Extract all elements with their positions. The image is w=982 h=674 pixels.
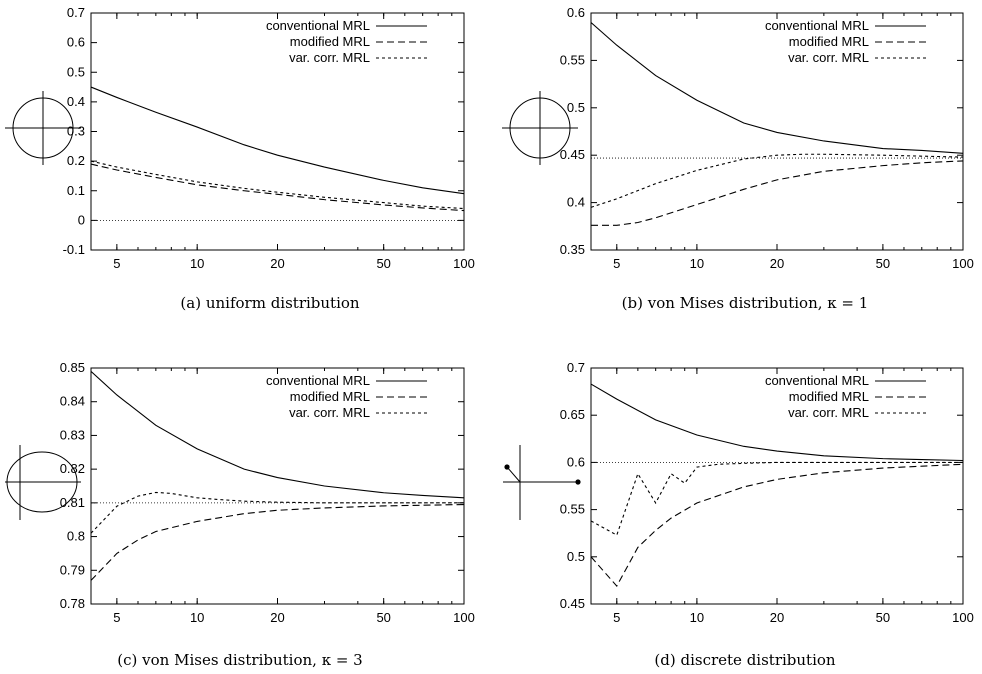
- series-line-conventional-mrl: [90, 86, 465, 195]
- y-tick-label: 0.8: [67, 529, 85, 544]
- y-tick-label: 0.55: [560, 52, 585, 67]
- inset-icon-circle-with-cross: [502, 91, 578, 165]
- plot-frame: [90, 367, 465, 605]
- series-line-var-corr-mrl: [90, 491, 464, 534]
- x-tick-label: 20: [270, 610, 284, 625]
- x-tick-label: 50: [376, 256, 390, 271]
- x-tick-label: 100: [453, 610, 475, 625]
- y-tick-label: 0.85: [60, 360, 85, 375]
- plot-frame: [590, 12, 964, 251]
- y-tick-label: 0.65: [560, 407, 585, 422]
- legend-label-modified-mrl: modified MRL: [789, 389, 869, 404]
- y-tick-label: 0.6: [567, 5, 585, 20]
- series-line-conventional-mrl: [90, 370, 465, 499]
- x-tick-label: 5: [113, 610, 120, 625]
- x-tick-label: 20: [270, 256, 284, 271]
- panel-c: 0.78 0.79 0.8 0.81 0.82 0.83 0.84 0.85 5 10 20 50 10…: [5, 360, 475, 669]
- x-tick-label: 50: [376, 610, 390, 625]
- legend-label-conventional-mrl: conventional MRL: [765, 18, 869, 33]
- legend-label-var-corr-mrl: var. corr. MRL: [289, 405, 370, 420]
- y-tick-label: 0.4: [67, 94, 85, 109]
- x-tick-label: 20: [770, 610, 784, 625]
- y-tick-label: 0.2: [67, 153, 85, 168]
- y-tick-label: 0: [78, 212, 85, 227]
- series-line-var-corr-mrl: [590, 153, 964, 208]
- x-tick-label: 10: [190, 256, 204, 271]
- y-tick-label: 0.81: [60, 495, 85, 510]
- caption-c: (c) von Mises distribution, κ = 3: [117, 651, 362, 669]
- y-tick-label: 0.6: [567, 454, 585, 469]
- y-tick-label: 0.45: [560, 596, 585, 611]
- y-tick-label: 0.5: [567, 549, 585, 564]
- x-tick-label: 50: [876, 256, 890, 271]
- series-line-modified-mrl: [590, 463, 964, 588]
- inset-icon-discrete-axes: [503, 445, 581, 520]
- y-tick-label: 0.45: [560, 147, 585, 162]
- y-tick-label: 0.7: [567, 360, 585, 375]
- x-tick-label: 5: [613, 256, 620, 271]
- x-tick-label: 100: [453, 256, 475, 271]
- plot-frame: [90, 12, 465, 251]
- legend-label-modified-mrl: modified MRL: [290, 34, 370, 49]
- series-line-conventional-mrl: [590, 22, 964, 154]
- legend-label-var-corr-mrl: var. corr. MRL: [788, 50, 869, 65]
- y-tick-label: 0.5: [67, 64, 85, 79]
- series-line-var-corr-mrl: [590, 461, 963, 536]
- caption-d: (d) discrete distribution: [654, 651, 836, 669]
- y-tick-label: 0.55: [560, 502, 585, 517]
- panel-b: 0.35 0.4 0.45 0.5 0.55 0.6 5 10 20 50 100 conventi…: [502, 5, 974, 312]
- y-tick-label: 0.6: [67, 35, 85, 50]
- x-tick-label: 5: [613, 610, 620, 625]
- y-tick-label: 0.35: [560, 242, 585, 257]
- legend-label-modified-mrl: modified MRL: [290, 389, 370, 404]
- plot-frame: [590, 367, 964, 605]
- x-tick-label: 10: [690, 256, 704, 271]
- y-tick-label: 0.78: [60, 596, 85, 611]
- legend-label-var-corr-mrl: var. corr. MRL: [289, 50, 370, 65]
- y-tick-label: 0.84: [60, 394, 85, 409]
- y-tick-label: 0.4: [567, 195, 585, 210]
- legend-label-conventional-mrl: conventional MRL: [266, 373, 370, 388]
- x-tick-label: 10: [690, 610, 704, 625]
- x-tick-label: 10: [190, 610, 204, 625]
- legend-label-modified-mrl: modified MRL: [789, 34, 869, 49]
- series-line-conventional-mrl: [590, 383, 964, 462]
- panel-a: -0.1 0 0.1 0.2 0.3 0.4 0.5 0.6 0.7 5 10 20 50 100 con…: [5, 5, 475, 312]
- caption-a: (a) uniform distribution: [180, 294, 359, 312]
- y-tick-label: 0.3: [67, 124, 85, 139]
- caption-b: (b) von Mises distribution, κ = 1: [622, 294, 869, 312]
- series-line-modified-mrl: [591, 160, 964, 226]
- y-tick-label: 0.83: [60, 427, 85, 442]
- x-tick-label: 100: [952, 256, 974, 271]
- y-tick-label: 0.5: [567, 100, 585, 115]
- y-tick-label: 0.82: [60, 461, 85, 476]
- inset-icon-circle-with-cross: [5, 91, 81, 165]
- y-tick-label: 0.7: [67, 5, 85, 20]
- x-tick-label: 100: [952, 610, 974, 625]
- y-tick-label: 0.79: [60, 562, 85, 577]
- inset-icon-ellipse-with-cross: [5, 445, 81, 520]
- legend-label-conventional-mrl: conventional MRL: [765, 373, 869, 388]
- x-tick-label: 20: [770, 256, 784, 271]
- y-tick-label: 0.1: [67, 183, 85, 198]
- x-tick-label: 50: [876, 610, 890, 625]
- panel-d: 0.45 0.5 0.55 0.6 0.65 0.7 5 10 20 50 100 conventi…: [503, 360, 974, 669]
- y-tick-label: -0.1: [63, 242, 85, 257]
- series-line-modified-mrl: [90, 163, 465, 212]
- series-line-modified-mrl: [90, 503, 465, 581]
- x-tick-label: 5: [113, 256, 120, 271]
- legend-label-var-corr-mrl: var. corr. MRL: [788, 405, 869, 420]
- legend-label-conventional-mrl: conventional MRL: [266, 18, 370, 33]
